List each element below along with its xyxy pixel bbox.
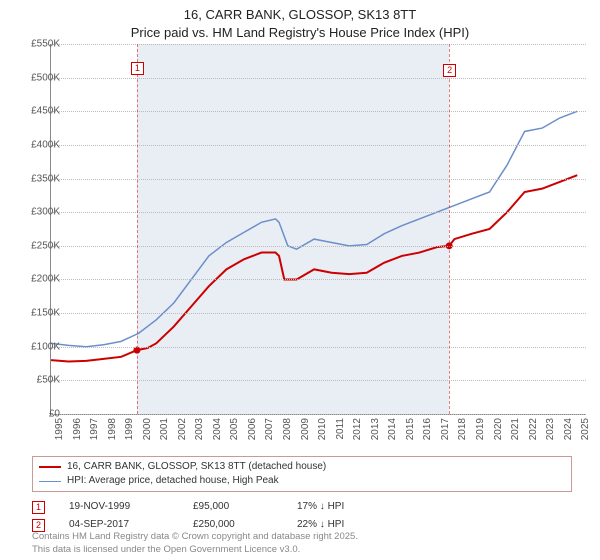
legend-markers-box: 119-NOV-1999£95,00017% ↓ HPI204-SEP-2017… [32,498,572,534]
gridline-h [51,279,586,280]
x-tick-label: 2005 [229,418,240,448]
legend-marker-diff: 17% ↓ HPI [297,498,397,516]
y-tick-label: £100K [16,341,60,352]
x-tick-label: 2014 [387,418,398,448]
x-tick-label: 2025 [580,418,591,448]
plot-area: 12 [50,44,586,415]
x-tick-label: 2007 [264,418,275,448]
x-tick-label: 2008 [282,418,293,448]
title-line2: Price paid vs. HM Land Registry's House … [131,25,469,40]
legend-marker-box: 2 [32,519,45,532]
gridline-h [51,44,586,45]
title-line1: 16, CARR BANK, GLOSSOP, SK13 8TT [184,7,416,22]
series-line-hpi [51,111,577,346]
y-tick-label: £300K [16,207,60,218]
x-tick-label: 2010 [317,418,328,448]
x-tick-label: 2003 [194,418,205,448]
gridline-h [51,347,586,348]
x-tick-label: 1996 [72,418,83,448]
gridline-h [51,78,586,79]
gridline-h [51,380,586,381]
y-tick-label: £500K [16,72,60,83]
legend-series-box: 16, CARR BANK, GLOSSOP, SK13 8TT (detach… [32,456,572,492]
x-tick-label: 2017 [440,418,451,448]
gridline-h [51,246,586,247]
legend-series-row: HPI: Average price, detached house, High… [39,474,565,488]
legend-marker-price: £95,000 [193,498,273,516]
sale-marker-box: 1 [131,62,144,75]
legend-label: 16, CARR BANK, GLOSSOP, SK13 8TT (detach… [67,460,326,474]
legend: 16, CARR BANK, GLOSSOP, SK13 8TT (detach… [32,456,572,534]
x-tick-label: 2011 [335,418,346,448]
x-tick-label: 2021 [510,418,521,448]
x-tick-label: 1997 [89,418,100,448]
x-tick-label: 2012 [352,418,363,448]
x-tick-label: 2001 [159,418,170,448]
y-tick-label: £50K [16,375,60,386]
x-tick-label: 2006 [247,418,258,448]
x-tick-label: 2024 [563,418,574,448]
chart-svg [51,44,586,414]
x-tick-label: 2019 [475,418,486,448]
x-tick-label: 2000 [142,418,153,448]
x-tick-label: 2023 [545,418,556,448]
y-tick-label: £400K [16,139,60,150]
legend-marker-box: 1 [32,501,45,514]
series-line-price_paid [51,175,577,361]
y-tick-label: £150K [16,308,60,319]
chart-title: 16, CARR BANK, GLOSSOP, SK13 8TT Price p… [0,0,600,42]
x-tick-label: 1998 [107,418,118,448]
gridline-h [51,179,586,180]
attribution-line2: This data is licensed under the Open Gov… [32,544,300,555]
x-tick-label: 2020 [493,418,504,448]
x-tick-label: 2018 [457,418,468,448]
marker-vline [449,44,450,414]
attribution: Contains HM Land Registry data © Crown c… [32,531,358,556]
x-tick-label: 2013 [370,418,381,448]
sale-marker-box: 2 [443,64,456,77]
x-tick-label: 2016 [422,418,433,448]
legend-marker-row: 1 19-NOV-1999 £95,000 17% ↓ HPI [32,498,572,516]
legend-marker-date: 19-NOV-1999 [69,498,169,516]
y-tick-label: £550K [16,39,60,50]
legend-swatch [39,466,61,468]
gridline-h [51,414,586,415]
y-tick-label: £200K [16,274,60,285]
marker-vline [137,44,138,414]
x-tick-label: 2009 [300,418,311,448]
gridline-h [51,313,586,314]
y-tick-label: £350K [16,173,60,184]
attribution-line1: Contains HM Land Registry data © Crown c… [32,531,358,542]
legend-swatch [39,481,61,482]
x-tick-label: 2015 [405,418,416,448]
x-tick-label: 2022 [528,418,539,448]
legend-label: HPI: Average price, detached house, High… [67,474,279,488]
y-tick-label: £250K [16,240,60,251]
x-tick-label: 2004 [212,418,223,448]
x-tick-label: 1999 [124,418,135,448]
gridline-h [51,145,586,146]
x-tick-label: 1995 [54,418,65,448]
gridline-h [51,111,586,112]
gridline-h [51,212,586,213]
legend-series-row: 16, CARR BANK, GLOSSOP, SK13 8TT (detach… [39,460,565,474]
chart-container: 16, CARR BANK, GLOSSOP, SK13 8TT Price p… [0,0,600,560]
x-tick-label: 2002 [177,418,188,448]
y-tick-label: £450K [16,106,60,117]
